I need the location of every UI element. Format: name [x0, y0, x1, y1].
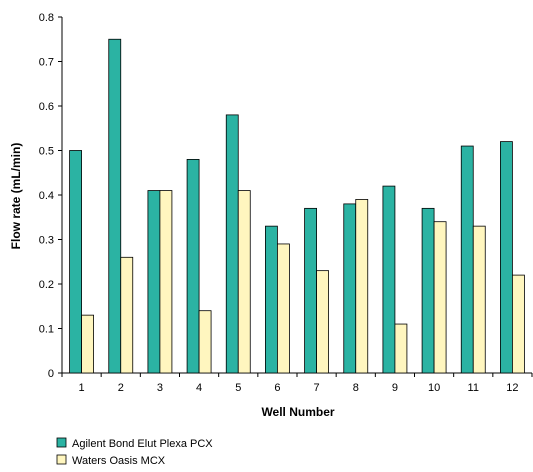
- x-tick-label: 4: [196, 382, 202, 394]
- bar-waters-7: [316, 270, 329, 374]
- bar-agilent-7: [304, 207, 317, 374]
- bar-agilent-8: [343, 203, 357, 374]
- bar-agilent-2: [108, 38, 122, 374]
- y-tick-label: 0.3: [39, 235, 54, 247]
- y-tick-label: 0.6: [39, 101, 54, 113]
- x-tick-label: 11: [468, 382, 479, 394]
- x-tick-label: 7: [314, 382, 320, 394]
- x-tick-label: 6: [274, 382, 280, 394]
- legend-swatch: [56, 437, 67, 448]
- y-tick-label: 0.1: [39, 324, 54, 336]
- bar-agilent-5: [225, 114, 239, 374]
- bar-waters-10: [433, 221, 447, 374]
- y-tick-label: 0.7: [39, 57, 54, 69]
- bar-agilent-3: [147, 190, 161, 374]
- bar-waters-5: [237, 190, 251, 374]
- x-tick-label: 10: [428, 382, 440, 394]
- bar-waters-12: [512, 274, 525, 374]
- y-tick-label: 0.4: [39, 190, 54, 202]
- y-tick-label: 0.5: [39, 146, 54, 158]
- bar-agilent-1: [69, 150, 82, 374]
- y-tick-label: 0: [48, 368, 54, 380]
- bar-agilent-4: [186, 158, 200, 374]
- bar-agilent-11: [460, 145, 474, 374]
- bar-agilent-12: [500, 141, 513, 374]
- y-tick-label: 0.2: [39, 279, 54, 291]
- bar-waters-11: [472, 225, 486, 374]
- x-tick-label: 8: [353, 382, 359, 394]
- legend-label: Waters Oasis MCX: [72, 455, 166, 467]
- legend-swatch: [56, 454, 67, 465]
- bar-agilent-10: [421, 207, 435, 374]
- y-axis-title: Flow rate (mL/min): [9, 143, 23, 250]
- x-axis-title: Well Number: [261, 405, 334, 419]
- bar-waters-6: [277, 243, 290, 374]
- bar-waters-8: [355, 199, 369, 374]
- y-tick-label: 0.8: [39, 12, 54, 24]
- x-tick-label: 3: [157, 382, 163, 394]
- x-tick-label: 12: [506, 382, 518, 394]
- bar-waters-4: [198, 310, 212, 374]
- bar-waters-9: [394, 323, 408, 374]
- x-tick-label: 1: [79, 382, 85, 394]
- bar-waters-2: [120, 256, 134, 374]
- bar-agilent-9: [382, 185, 396, 374]
- bar-waters-1: [81, 314, 94, 374]
- legend: Agilent Bond Elut Plexa PCX Waters Oasis …: [56, 437, 213, 467]
- x-tick-label: 2: [118, 382, 124, 394]
- bar-waters-3: [159, 190, 173, 374]
- bar-agilent-6: [265, 225, 278, 374]
- legend-label: Agilent Bond Elut Plexa PCX: [72, 438, 213, 450]
- plot-area: 00.10.20.30.40.50.60.70.81 2 3 4 5 6 7 8 9 10 11 12: [39, 12, 533, 394]
- x-tick-label: 5: [235, 382, 241, 394]
- x-tick-label: 9: [392, 382, 398, 394]
